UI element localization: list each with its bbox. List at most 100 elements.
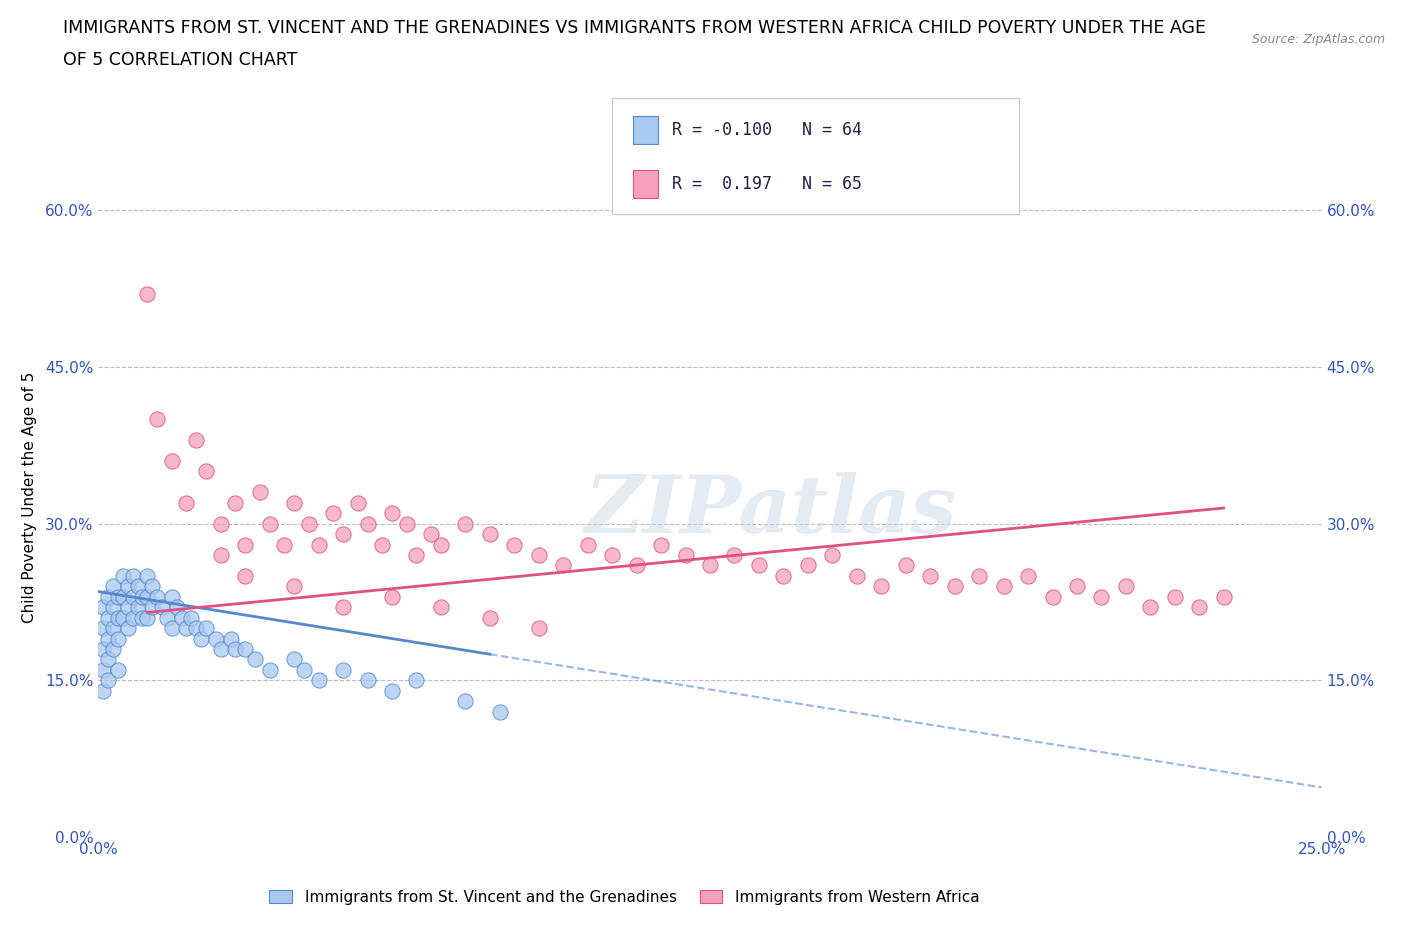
Y-axis label: Child Poverty Under the Age of 5: Child Poverty Under the Age of 5	[21, 372, 37, 623]
Point	[107, 590, 129, 604]
Text: Source: ZipAtlas.com: Source: ZipAtlas.com	[1251, 33, 1385, 46]
Point	[136, 286, 159, 301]
Point	[259, 662, 281, 677]
Point	[356, 516, 378, 531]
Point	[91, 600, 114, 615]
Point	[176, 620, 198, 635]
Point	[209, 516, 232, 531]
Text: R =  0.197   N = 65: R = 0.197 N = 65	[672, 175, 862, 193]
Point	[127, 600, 149, 615]
Point	[131, 590, 153, 604]
Point	[797, 558, 820, 573]
Point	[292, 662, 315, 677]
Point	[156, 610, 179, 625]
Point	[121, 590, 143, 604]
Point	[190, 631, 212, 646]
Point	[699, 558, 721, 573]
Point	[420, 526, 443, 541]
Point	[97, 673, 120, 688]
Point	[478, 610, 501, 625]
Point	[259, 516, 281, 531]
Point	[117, 600, 139, 615]
Point	[553, 558, 575, 573]
Point	[356, 673, 378, 688]
Point	[219, 631, 242, 646]
Point	[600, 548, 623, 563]
Point	[146, 412, 169, 427]
Point	[209, 548, 232, 563]
Point	[298, 516, 321, 531]
Point	[195, 464, 218, 479]
Point	[527, 620, 550, 635]
Point	[626, 558, 648, 573]
Point	[131, 610, 153, 625]
Point	[371, 538, 394, 552]
Point	[1212, 590, 1234, 604]
Point	[224, 496, 246, 511]
Point	[478, 526, 501, 541]
Point	[381, 590, 404, 604]
Point	[233, 538, 256, 552]
Point	[243, 652, 266, 667]
Point	[107, 662, 129, 677]
Point	[91, 642, 114, 657]
Point	[576, 538, 599, 552]
Point	[772, 568, 794, 583]
Text: R = -0.100   N = 64: R = -0.100 N = 64	[672, 121, 862, 140]
Point	[186, 432, 208, 447]
Point	[1042, 590, 1064, 604]
Text: ZIPatlas: ZIPatlas	[585, 472, 957, 550]
Point	[136, 610, 159, 625]
Point	[723, 548, 745, 563]
Point	[454, 694, 477, 709]
Point	[870, 578, 893, 593]
Point	[160, 590, 183, 604]
Point	[503, 538, 526, 552]
Point	[675, 548, 697, 563]
Text: IMMIGRANTS FROM ST. VINCENT AND THE GRENADINES VS IMMIGRANTS FROM WESTERN AFRICA: IMMIGRANTS FROM ST. VINCENT AND THE GREN…	[63, 19, 1206, 36]
Point	[101, 620, 124, 635]
Point	[117, 620, 139, 635]
Point	[233, 568, 256, 583]
Point	[160, 454, 183, 469]
Point	[97, 610, 120, 625]
Point	[894, 558, 917, 573]
Point	[176, 496, 198, 511]
Point	[273, 538, 295, 552]
Legend: Immigrants from St. Vincent and the Grenadines, Immigrants from Western Africa: Immigrants from St. Vincent and the Gren…	[263, 884, 986, 910]
Point	[97, 631, 120, 646]
Point	[101, 642, 124, 657]
Point	[1139, 600, 1161, 615]
Point	[332, 662, 354, 677]
Point	[111, 568, 134, 583]
Point	[141, 600, 163, 615]
Point	[332, 526, 354, 541]
Point	[283, 652, 305, 667]
Point	[967, 568, 990, 583]
Point	[454, 516, 477, 531]
Point	[136, 590, 159, 604]
Point	[346, 496, 368, 511]
Point	[308, 673, 330, 688]
Point	[395, 516, 418, 531]
Point	[943, 578, 966, 593]
Point	[97, 590, 120, 604]
Point	[381, 506, 404, 521]
Text: OF 5 CORRELATION CHART: OF 5 CORRELATION CHART	[63, 51, 298, 69]
Point	[488, 704, 510, 719]
Point	[195, 620, 218, 635]
Point	[1188, 600, 1211, 615]
Point	[209, 642, 232, 657]
Point	[527, 548, 550, 563]
Point	[1164, 590, 1187, 604]
Point	[1017, 568, 1039, 583]
Point	[430, 538, 453, 552]
Point	[101, 578, 124, 593]
Point	[186, 620, 208, 635]
Point	[97, 652, 120, 667]
Point	[136, 568, 159, 583]
Point	[405, 673, 427, 688]
Point	[322, 506, 344, 521]
Point	[146, 590, 169, 604]
Point	[1090, 590, 1112, 604]
